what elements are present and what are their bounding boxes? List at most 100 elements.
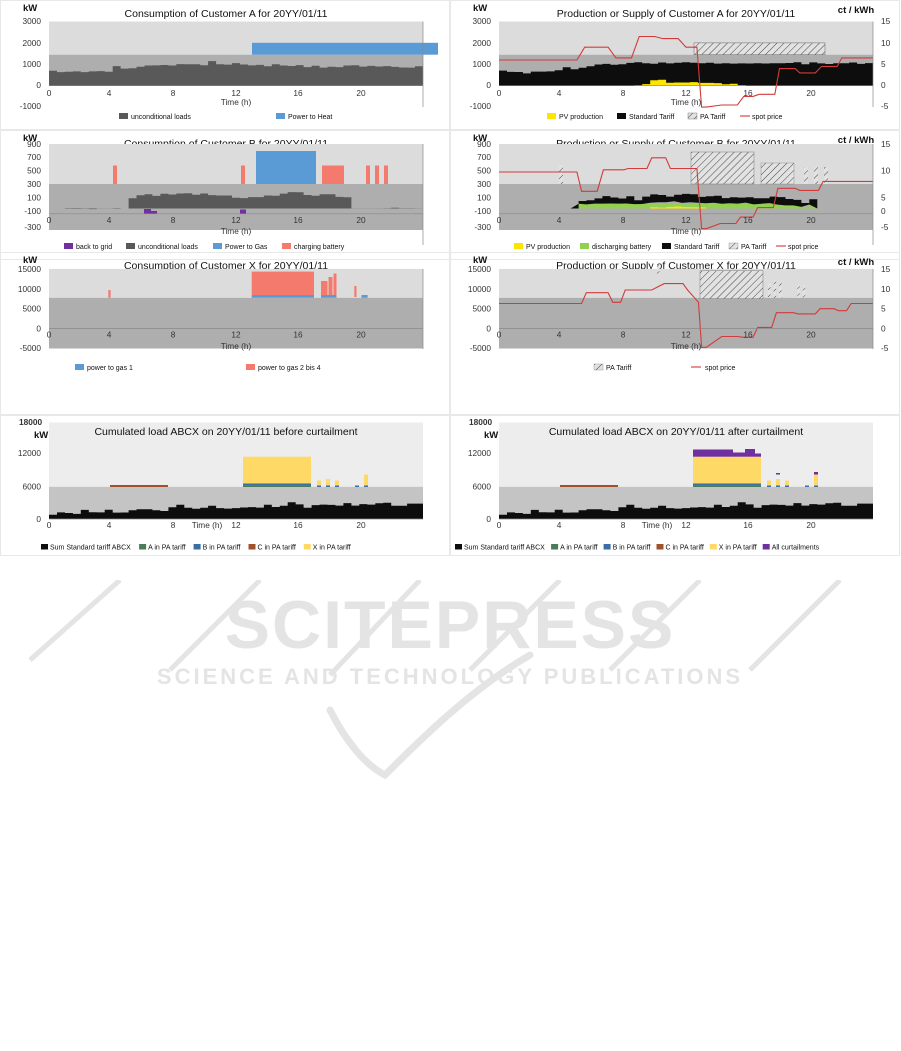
svg-text:6000: 6000 [23, 482, 42, 492]
svg-text:20: 20 [806, 88, 816, 98]
svg-text:kW: kW [473, 3, 487, 14]
svg-text:Time (h): Time (h) [192, 520, 223, 530]
svg-text:C in PA tariff: C in PA tariff [666, 545, 704, 552]
svg-text:8: 8 [171, 88, 176, 98]
svg-text:10: 10 [881, 166, 891, 176]
svg-text:8: 8 [171, 215, 176, 225]
svg-text:0: 0 [881, 324, 886, 334]
svg-text:8: 8 [171, 330, 176, 340]
svg-text:-300: -300 [474, 222, 491, 232]
svg-text:Standard Tariff: Standard Tariff [629, 114, 674, 121]
svg-text:700: 700 [27, 152, 41, 162]
svg-text:20: 20 [806, 520, 816, 530]
svg-text:0: 0 [486, 514, 491, 524]
svg-text:5: 5 [881, 304, 886, 314]
svg-text:0: 0 [497, 88, 502, 98]
svg-text:16: 16 [743, 88, 753, 98]
svg-text:8: 8 [621, 520, 626, 530]
svg-text:4: 4 [557, 520, 562, 530]
svg-text:kW: kW [34, 430, 48, 441]
svg-text:C in PA tariff: C in PA tariff [258, 545, 296, 552]
svg-text:-5: -5 [881, 222, 889, 232]
svg-text:20: 20 [356, 520, 366, 530]
svg-text:SCIENCE AND TECHNOLOGY PUBLICA: SCIENCE AND TECHNOLOGY PUBLICATIONS [157, 664, 743, 689]
svg-text:3000: 3000 [473, 16, 492, 26]
svg-text:10000: 10000 [468, 284, 491, 294]
svg-text:Cumulated load ABCX on 20YY/01: Cumulated load ABCX on 20YY/01/11 before… [94, 426, 357, 438]
svg-text:PV production: PV production [526, 244, 570, 251]
svg-text:kW: kW [484, 430, 498, 441]
svg-text:0: 0 [486, 324, 491, 334]
svg-text:0: 0 [47, 330, 52, 340]
svg-text:4: 4 [107, 330, 112, 340]
svg-text:0: 0 [36, 514, 41, 524]
svg-text:3000: 3000 [23, 16, 42, 26]
svg-text:Time (h): Time (h) [642, 520, 673, 530]
svg-text:power to gas 2 bis 4: power to gas 2 bis 4 [258, 365, 321, 372]
svg-text:-5000: -5000 [470, 343, 492, 353]
svg-text:Time (h): Time (h) [671, 341, 702, 351]
svg-text:16: 16 [293, 330, 303, 340]
svg-text:Power to Gas: Power to Gas [225, 244, 268, 251]
svg-text:charging battery: charging battery [294, 244, 345, 251]
svg-text:15000: 15000 [18, 264, 41, 274]
svg-text:unconditional loads: unconditional loads [138, 244, 198, 251]
svg-text:0: 0 [36, 80, 41, 90]
svg-text:0: 0 [881, 206, 886, 216]
svg-text:PA Tariff: PA Tariff [700, 114, 725, 121]
svg-text:PA Tariff: PA Tariff [606, 365, 631, 372]
svg-text:16: 16 [743, 520, 753, 530]
svg-text:0: 0 [36, 324, 41, 334]
svg-text:0: 0 [497, 330, 502, 340]
svg-text:0: 0 [47, 88, 52, 98]
svg-text:500: 500 [477, 166, 491, 176]
svg-text:Standard Tariff: Standard Tariff [674, 244, 719, 251]
svg-text:16: 16 [293, 520, 303, 530]
svg-text:900: 900 [27, 139, 41, 149]
svg-text:5: 5 [881, 193, 886, 203]
svg-text:5000: 5000 [23, 304, 42, 314]
svg-text:ct / kWh: ct / kWh [838, 5, 875, 16]
svg-text:-300: -300 [24, 222, 41, 232]
svg-text:-100: -100 [474, 206, 491, 216]
svg-text:Consumption of Customer A for: Consumption of Customer A for 20YY/01/11 [125, 8, 328, 20]
svg-text:-1000: -1000 [20, 101, 42, 111]
svg-text:B in PA tariff: B in PA tariff [613, 545, 651, 552]
svg-text:12000: 12000 [18, 448, 41, 458]
svg-text:12: 12 [681, 520, 691, 530]
svg-text:0: 0 [497, 215, 502, 225]
svg-text:ct / kWh: ct / kWh [838, 257, 875, 268]
svg-text:10: 10 [881, 284, 891, 294]
svg-text:Power to Heat: Power to Heat [288, 114, 332, 121]
svg-text:700: 700 [477, 152, 491, 162]
svg-text:100: 100 [477, 193, 491, 203]
svg-text:300: 300 [477, 179, 491, 189]
svg-text:spot price: spot price [752, 114, 782, 121]
svg-text:2000: 2000 [473, 38, 492, 48]
svg-text:900: 900 [477, 139, 491, 149]
svg-text:8: 8 [621, 88, 626, 98]
svg-text:spot price: spot price [788, 244, 818, 251]
svg-text:20: 20 [806, 215, 816, 225]
svg-text:unconditional loads: unconditional loads [131, 114, 191, 121]
svg-text:16: 16 [293, 88, 303, 98]
svg-text:0: 0 [497, 520, 502, 530]
svg-text:8: 8 [621, 215, 626, 225]
svg-text:-5: -5 [881, 343, 889, 353]
svg-text:0: 0 [47, 215, 52, 225]
svg-text:100: 100 [27, 193, 41, 203]
svg-text:1000: 1000 [23, 59, 42, 69]
svg-text:0: 0 [881, 80, 886, 90]
svg-text:X in PA tariff: X in PA tariff [313, 545, 351, 552]
svg-text:B in PA tariff: B in PA tariff [203, 545, 241, 552]
svg-text:Time (h): Time (h) [221, 341, 252, 351]
svg-text:Time (h): Time (h) [221, 226, 252, 236]
svg-text:Time (h): Time (h) [671, 226, 702, 236]
svg-text:5000: 5000 [473, 304, 492, 314]
svg-text:4: 4 [107, 88, 112, 98]
svg-text:16: 16 [293, 215, 303, 225]
svg-text:Cumulated load ABCX on 20YY/01: Cumulated load ABCX on 20YY/01/11 after … [549, 426, 803, 438]
svg-text:20: 20 [806, 330, 816, 340]
svg-text:16: 16 [743, 215, 753, 225]
svg-text:12: 12 [231, 215, 241, 225]
